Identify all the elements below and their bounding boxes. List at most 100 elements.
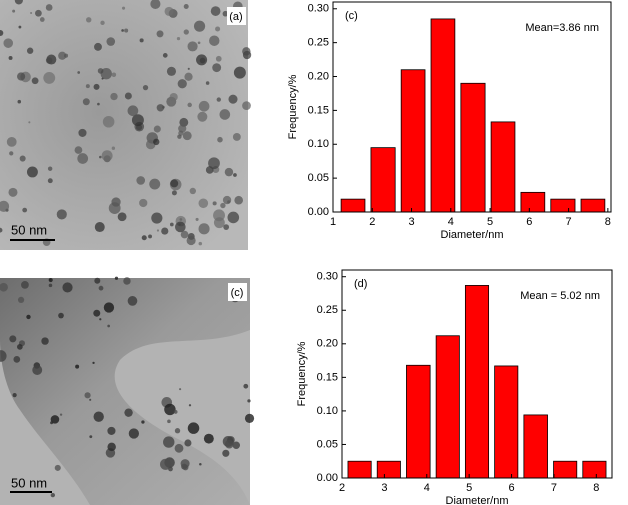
bar (464, 285, 490, 479)
particle (198, 241, 203, 246)
particle-region (0, 278, 250, 505)
particle (32, 365, 43, 375)
particle (0, 29, 4, 36)
bar (460, 82, 486, 213)
y-tick-label: 0.30 (317, 271, 338, 283)
particle (94, 222, 105, 233)
particle (111, 146, 116, 150)
plot-frame (341, 269, 613, 479)
x-axis-label: Diameter/nm (441, 229, 504, 241)
particle (98, 285, 104, 291)
particle (198, 100, 210, 112)
particle (8, 187, 18, 197)
y-tick-label: 0.15 (317, 371, 338, 383)
x-tick-label: 1 (330, 216, 336, 228)
particle (225, 439, 234, 449)
particle (107, 442, 116, 452)
particle (210, 6, 221, 16)
particle (198, 223, 210, 235)
panel-label: (d) (354, 278, 367, 290)
bar (580, 198, 606, 213)
bar (490, 121, 516, 213)
panel-label: (c) (231, 287, 244, 299)
particle (220, 202, 226, 209)
tem-image (0, 276, 255, 505)
particle (127, 105, 139, 117)
particle (82, 98, 90, 106)
particle (26, 47, 34, 54)
particle (97, 68, 104, 74)
particle (176, 37, 181, 41)
particle (26, 314, 31, 320)
x-tick-label: 5 (487, 216, 493, 228)
particle (100, 20, 105, 26)
particle (17, 99, 22, 104)
particle (242, 101, 251, 111)
y-axis-label: Frequency/% (287, 74, 299, 139)
particle (184, 72, 193, 81)
y-tick-label: 0.05 (308, 172, 329, 184)
particle (179, 117, 189, 127)
particle (12, 393, 17, 398)
particle (222, 10, 229, 17)
particle (187, 422, 200, 434)
particle (187, 67, 190, 70)
y-tick-label: 0.00 (308, 206, 329, 218)
x-tick-label: 3 (408, 216, 414, 228)
particle (175, 221, 186, 233)
particle (153, 125, 161, 133)
particle (163, 436, 175, 448)
particle (131, 114, 144, 127)
particle (31, 77, 39, 85)
particle (215, 26, 221, 32)
particle (128, 428, 139, 439)
image-background (0, 0, 248, 250)
particle (89, 435, 93, 439)
particle (114, 276, 119, 280)
particle (45, 4, 53, 11)
bar (520, 191, 546, 213)
particle (169, 222, 174, 227)
particle (121, 6, 126, 10)
particle (48, 277, 53, 283)
particle (0, 200, 10, 212)
particle (93, 309, 101, 317)
particle (186, 235, 196, 246)
x-tick-label: 2 (369, 216, 375, 228)
particle (124, 408, 133, 417)
x-axis-label: Diameter/nm (446, 495, 509, 505)
particle (232, 133, 241, 141)
particle (74, 146, 83, 154)
panel-label: (a) (229, 11, 242, 23)
particle (28, 121, 31, 124)
x-tick-label: 8 (593, 482, 599, 494)
particle (216, 97, 221, 102)
particle (85, 84, 90, 89)
particle (12, 9, 16, 13)
particle (177, 79, 187, 89)
particle (93, 83, 100, 90)
particle (197, 41, 201, 45)
particle (35, 9, 42, 17)
particle (94, 277, 101, 284)
particle (174, 428, 181, 434)
particle (30, 12, 33, 15)
x-tick-label: 3 (381, 482, 387, 494)
particle (0, 350, 7, 362)
y-tick-label: 0.05 (317, 438, 338, 450)
particle (124, 92, 132, 100)
particle (233, 173, 237, 177)
particle (107, 426, 116, 436)
particle (228, 94, 238, 104)
particle (136, 176, 146, 185)
x-tick-label: 6 (508, 482, 514, 494)
particle (205, 81, 210, 85)
bar (430, 18, 456, 213)
particle (45, 57, 53, 64)
annotation: Mean = 5.02 nm (520, 290, 600, 302)
particle (166, 66, 177, 76)
particle (179, 388, 182, 391)
particle (215, 55, 222, 62)
particle (162, 53, 168, 58)
